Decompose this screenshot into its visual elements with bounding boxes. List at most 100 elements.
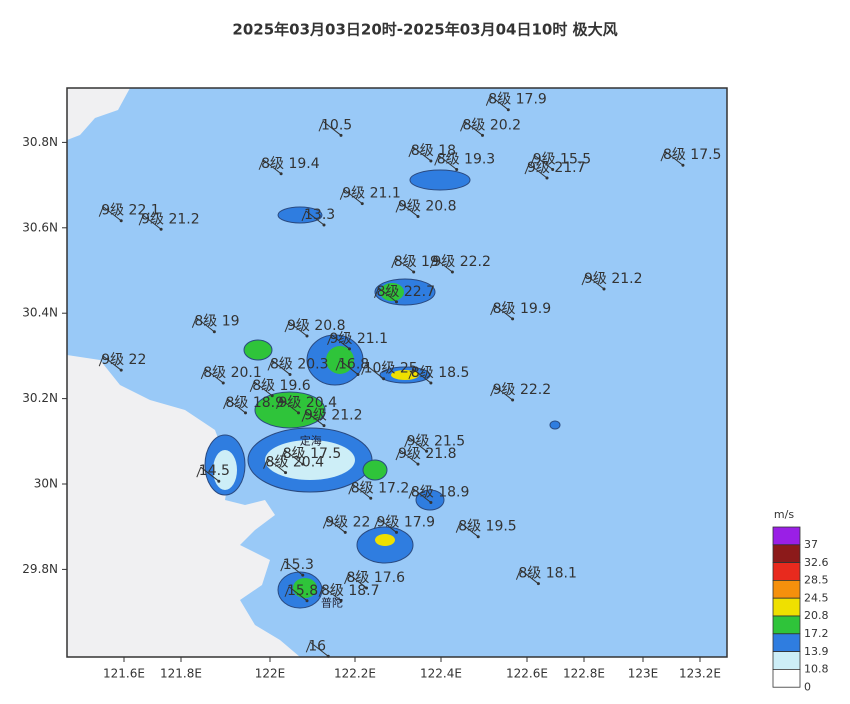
wind-barb [490,304,496,316]
station-label: 9级 21.1 [330,331,389,347]
wind-barb [309,641,329,657]
station [545,176,549,180]
wind-barb [284,449,304,465]
x-tick-label: 121.6E [103,667,145,681]
wind-barb [408,436,427,452]
wind-barb [361,364,367,375]
y-tick-label: 30.4N [22,306,58,320]
station [301,573,305,577]
wind-barb [348,573,367,589]
wind-barb [348,484,354,495]
station-label: 9级 22.1 [101,203,160,219]
wind-barb [263,458,269,469]
station-label: 8级 20.2 [463,117,522,133]
mainland [67,355,300,657]
station-label: 8级 19.5 [458,519,517,535]
wind-barb [305,411,325,427]
station [681,163,685,167]
station [365,586,368,590]
wind-barb [284,560,304,576]
legend-label: 32.6 [804,556,829,569]
station-label: 8级 19.9 [493,301,552,317]
station-label: 15.3 [283,557,314,573]
x-tick-label: 122E [255,667,286,681]
station [416,462,420,466]
station-label: 8级 19 [194,314,239,330]
legend-swatch [772,562,801,581]
wind-barb [204,368,224,384]
x-tick-label: 122.6E [506,667,548,681]
legend-label: 20.8 [804,609,829,622]
station [476,535,480,539]
wind-barb [335,360,341,371]
wind-barb [305,210,325,226]
wind-barb [200,368,206,380]
wind-barb [408,368,414,380]
wind-barb [276,398,281,410]
x-tick-label: 122.8E [563,667,605,681]
wind-barb [227,398,246,414]
station-label: 9级 21.2 [584,271,643,287]
mainland-north [67,88,130,140]
station [119,368,123,372]
wind-barb [399,449,419,465]
station [369,496,373,500]
wind-barb [374,518,379,529]
wind-barb [528,163,548,179]
station-label: 8级 18.5 [411,365,470,381]
station-label: 9级 21.1 [342,186,401,202]
wind-barb [339,189,345,200]
station [326,654,330,658]
y-tick-label: 30N [34,477,58,491]
wind-barb [485,95,491,106]
station-label: 8级 18.9 [226,395,285,411]
wind-barb [331,334,350,350]
station-label: 10.5 [321,117,352,133]
wind-barb [191,317,197,328]
station [221,381,225,385]
wind-barb [664,150,684,166]
station [429,501,433,505]
wind-barb [223,398,228,410]
station-label: 8级 18.9 [411,485,470,501]
station [429,159,433,163]
legend-swatch [772,633,801,652]
station-label: 8级 19.3 [437,151,496,167]
station [284,471,288,475]
wind-barb [288,321,308,337]
legend-label: 28.5 [804,574,829,587]
wind-barb [267,458,286,474]
wind-barb [200,466,220,482]
wind-barb [494,304,513,320]
station-label: 9级 20.8 [398,198,457,214]
x-tick-label: 123E [628,667,659,681]
station [416,214,420,218]
station [551,167,555,171]
wind-barb [412,488,432,503]
wind-barb [327,334,332,346]
station-label: 8级 17.2 [351,480,410,496]
wind-barb [494,385,513,401]
wind-barb [520,569,539,585]
title: 2025年03月03日20时-2025年03月04日10时 极大风 [232,21,617,39]
legend-label: 24.5 [804,591,829,604]
station-label: 10级 25 [364,361,418,377]
station [288,372,292,376]
x-tick-label: 123.2E [679,667,721,681]
station [511,398,515,402]
station-label: 13.3 [304,207,335,223]
station-label: 8级 17.6 [347,570,406,586]
wind-barb [395,202,401,213]
station-label: 8级 17.5 [663,147,722,163]
station [395,300,398,304]
wind-barb [253,381,273,397]
wind-barb [102,355,122,371]
station-label: 15.8 [287,583,318,599]
x-tick-label: 121.8E [160,667,202,681]
station-label: 9级 15.5 [533,151,592,167]
legend-label: 37 [804,538,818,551]
wind-barb [249,381,255,392]
station-label: 8级 19.6 [252,378,311,394]
wind-barb [322,120,342,136]
wind-barb [301,411,307,422]
